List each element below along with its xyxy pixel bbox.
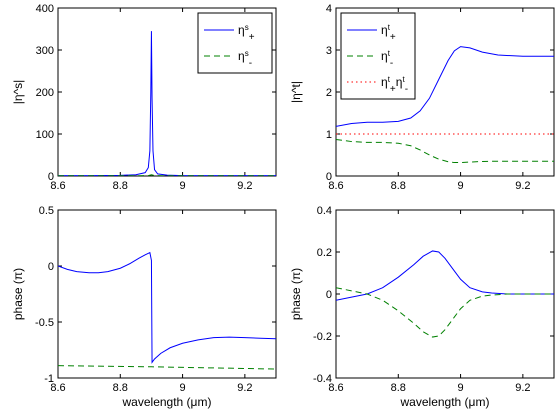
legend: ηs+ ηs- <box>197 12 273 74</box>
legend-label: ηt- <box>381 49 393 69</box>
x-axis-label: wavelength (μm) <box>400 395 490 409</box>
series-line-1 <box>58 251 276 364</box>
panel-bottom-left: 8.6 8.8 9 9.2 -1 -0.5 0 0.5 phase (π) wavelength … <box>11 205 277 409</box>
series-line-2 <box>336 287 554 338</box>
x-tick-label: 8.6 <box>50 180 65 192</box>
series-line-2 <box>336 138 554 164</box>
x-tick-label: 8.6 <box>50 382 65 394</box>
x-tick-label: 9 <box>458 180 464 192</box>
series-line-2 <box>58 174 276 176</box>
y-axis-label: phase (π) <box>11 268 25 320</box>
x-tick-label: 9 <box>180 382 186 394</box>
x-tick-label: 8.8 <box>113 382 128 394</box>
y-tick-label: 3 <box>326 45 332 57</box>
legend-label: ηs+ <box>238 23 255 43</box>
y-tick-label: 0 <box>326 289 332 301</box>
legend-label: ηs- <box>238 49 252 69</box>
x-tick-label: 8.8 <box>113 180 128 192</box>
y-tick-label: -0.4 <box>313 373 332 385</box>
y-tick-label: -0.5 <box>35 317 54 329</box>
y-tick-label: -0.2 <box>313 331 332 343</box>
x-tick-label: 9.2 <box>515 382 530 394</box>
x-tick-label: 8.6 <box>328 180 343 192</box>
y-tick-label: 0 <box>48 261 54 273</box>
x-axis-label: wavelength (μm) <box>122 395 212 409</box>
y-tick-label: 0.5 <box>39 205 54 217</box>
x-tick-label: 9.2 <box>515 180 530 192</box>
x-tick-label: 8.8 <box>391 180 406 192</box>
y-tick-label: 200 <box>36 87 54 99</box>
y-tick-label: 0.2 <box>317 247 332 259</box>
y-tick-label: 100 <box>36 129 54 141</box>
y-tick-label: 0 <box>326 171 332 183</box>
x-tick-label: 9.2 <box>237 382 252 394</box>
legend-label: ηt+ηt- <box>381 75 408 95</box>
axes-frame <box>57 209 277 379</box>
x-tick-label: 9 <box>180 180 186 192</box>
x-tick-label: 8.8 <box>391 382 406 394</box>
legend-box <box>197 12 273 74</box>
x-tick-label: 8.6 <box>328 382 343 394</box>
y-tick-label: 400 <box>36 3 54 15</box>
y-tick-label: 2 <box>326 87 332 99</box>
legend-label: ηt+ <box>381 23 396 43</box>
panel-top-left: 8.6 8.8 9 9.2 0 100 200 300 400 |η^s| ηs+ ηs- <box>11 3 277 192</box>
y-tick-label: 1 <box>326 129 332 141</box>
legend: ηt+ηt-ηt+ηt- <box>340 12 416 100</box>
series-line-1 <box>336 250 554 301</box>
y-axis-label: |η^s| <box>11 80 25 105</box>
y-tick-label: 0 <box>48 171 54 183</box>
y-axis-label: phase (π) <box>289 268 303 320</box>
y-tick-label: 4 <box>326 3 332 15</box>
series-line-1 <box>58 31 276 176</box>
x-tick-label: 9 <box>458 382 464 394</box>
y-tick-label: 300 <box>36 45 54 57</box>
panel-bottom-right: 8.6 8.8 9 9.2 -0.4 -0.2 0 0.2 0.4 phase (π) wavele… <box>289 205 555 409</box>
y-axis-label: |η^t| <box>289 81 303 103</box>
y-tick-label: 0.4 <box>317 205 332 217</box>
series-line-2 <box>58 365 276 370</box>
series-line-1 <box>336 46 554 127</box>
legend-box <box>340 12 416 100</box>
x-tick-label: 9.2 <box>237 180 252 192</box>
y-tick-label: -1 <box>44 373 54 385</box>
